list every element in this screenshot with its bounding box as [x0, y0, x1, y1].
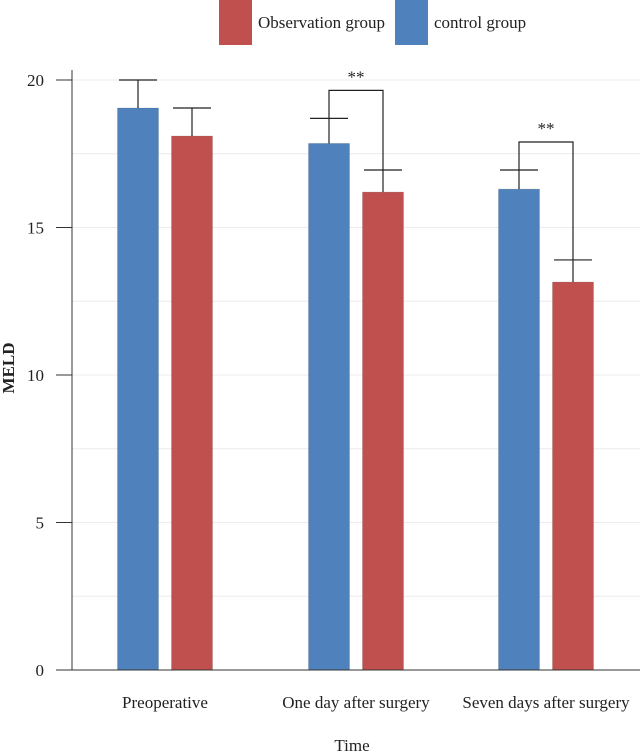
y-tick-label: 5: [36, 514, 45, 533]
legend-swatch: [395, 0, 428, 45]
bars: [117, 79, 594, 671]
x-axis-title: Time: [334, 736, 369, 753]
significance-annotations: ** **: [328, 67, 574, 260]
significance-bracket: [328, 89, 384, 170]
significance-bracket: [518, 141, 574, 260]
legend-label: control group: [434, 13, 526, 32]
axes: [71, 70, 640, 671]
x-category-label: One day after surgery: [282, 693, 430, 712]
x-category-label: Seven days after surgery: [462, 693, 630, 712]
bar: [308, 142, 350, 671]
legend-label: Observation group: [258, 13, 385, 32]
bar: [552, 281, 594, 671]
significance-label: **: [538, 119, 555, 138]
significance-label: **: [348, 67, 365, 86]
legend: Observation group control group: [219, 0, 526, 45]
bar: [498, 188, 540, 671]
y-tick-label: 20: [27, 71, 44, 90]
y-tick-label: 10: [27, 366, 44, 385]
y-ticks: 0 5 10 15 20: [27, 71, 72, 680]
bar: [171, 135, 213, 671]
y-tick-label: 0: [36, 661, 45, 680]
legend-swatch: [219, 0, 252, 45]
y-tick-label: 15: [27, 219, 44, 238]
bar: [117, 107, 159, 671]
x-category-label: Preoperative: [122, 693, 208, 712]
y-axis-title: MELD: [0, 343, 18, 394]
x-category-labels: Preoperative One day after surgery Seven d…: [122, 693, 630, 712]
bar: [362, 191, 404, 671]
gridlines: [72, 79, 640, 597]
